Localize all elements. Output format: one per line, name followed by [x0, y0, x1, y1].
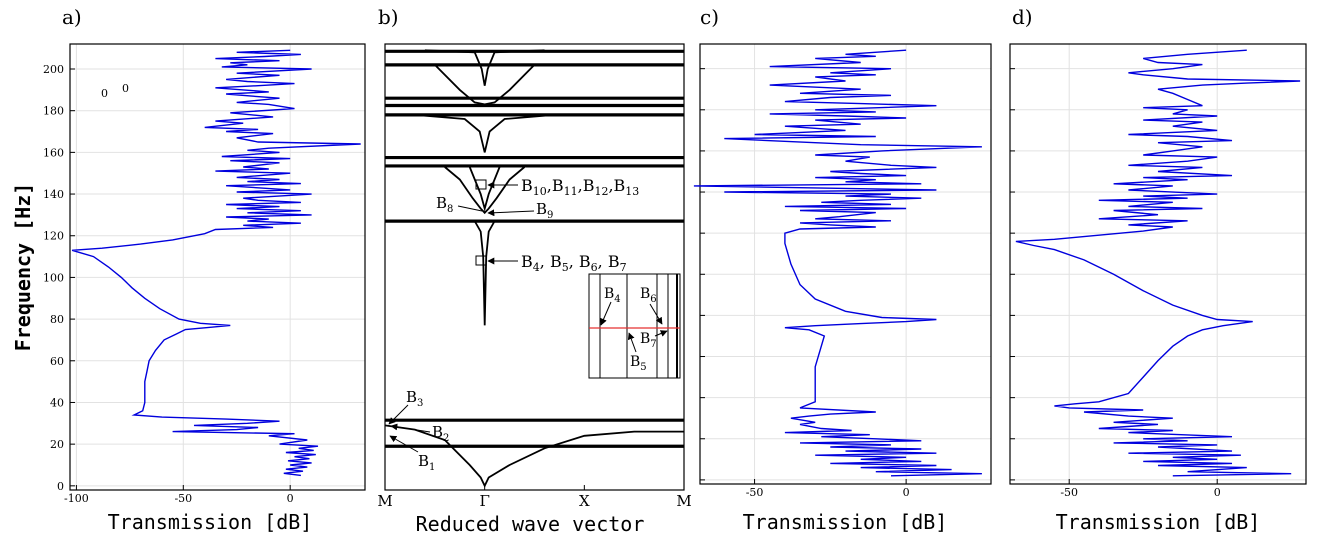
inset-label-b5: B5 [630, 354, 647, 373]
panel-a-ylabel: Frequency [Hz] [11, 183, 35, 352]
inset-label-b7: B7 [640, 331, 657, 350]
label-b10-b13: B10,B11,B12,B13 [521, 176, 639, 198]
inset-frame [588, 273, 681, 379]
label-b1: B1 [418, 452, 435, 473]
y-tick-label: 180 [43, 105, 64, 118]
label-b4-b7: B4, B5, B6, B7 [521, 252, 627, 274]
panel-a-stray-mark-2: 0 [122, 82, 129, 95]
panel-c-grid [700, 44, 991, 484]
arrow-b2 [390, 423, 431, 433]
panel-d-xlabel: Transmission [dB] [1056, 510, 1261, 534]
label-b2: B2 [432, 423, 449, 444]
panel-c: c) -50 0 Transmission [dB] [693, 5, 992, 534]
panel-b-xlabel: Reduced wave vector [416, 512, 645, 536]
panel-a-series-line [71, 49, 361, 477]
x-tick-label: -50 [746, 486, 764, 499]
arrow-b1 [389, 435, 419, 453]
x-tick-label: -100 [64, 492, 89, 505]
dispersive-band [414, 114, 555, 153]
panel-d-frame [1009, 43, 1307, 485]
y-tick-label: 80 [50, 313, 64, 326]
inset-arrow-b4 [600, 301, 612, 326]
inset-arrow-b7 [654, 330, 668, 337]
panel-b-frame [384, 43, 685, 491]
marker-b4-b7 [475, 255, 487, 266]
panel-c-frame [699, 43, 992, 485]
y-tick-label: 120 [43, 230, 64, 243]
panel-d-label: d) [1012, 5, 1033, 29]
panel-c-xlabel: Transmission [dB] [743, 510, 948, 534]
x-tick-label: -50 [174, 492, 192, 505]
x-tick-label: Γ [479, 492, 489, 510]
x-tick-label: 0 [1214, 486, 1221, 499]
x-tick-label: -50 [1060, 486, 1078, 499]
y-tick-label: 40 [50, 396, 64, 409]
panel-c-ticks: -50 0 [700, 68, 910, 499]
panel-b: b) M Γ X M B10,B11,B12,B13 B8 B9 B4, B5, B6… [377, 5, 691, 536]
dispersive-band [384, 424, 684, 488]
inset-label-b4: B4 [604, 286, 621, 305]
dispersive-band [424, 49, 545, 86]
panel-c-series-line [693, 49, 982, 477]
x-tick-label: M [676, 492, 691, 510]
panel-a-frame [69, 43, 366, 491]
arrow-b8 [457, 205, 483, 212]
dispersive-band [385, 220, 684, 326]
arrow-b9 [487, 209, 535, 217]
y-tick-label: 100 [43, 271, 64, 284]
panel-b-label: b) [378, 5, 399, 29]
x-tick-label: 0 [903, 486, 910, 499]
x-tick-label: 0 [287, 492, 294, 505]
panel-a-ticks: -100 -50 0 0 20 40 60 80 100 120 140 160 180 200 [43, 63, 294, 505]
panel-b-bands [384, 49, 684, 488]
panel-c-label: c) [700, 5, 719, 29]
inset-arrow-b5 [627, 332, 637, 353]
y-tick-label: 0 [57, 480, 64, 493]
panel-a-xlabel: Transmission [dB] [108, 510, 313, 534]
y-tick-label: 200 [43, 63, 64, 76]
dispersive-band [434, 64, 536, 106]
label-b3: B3 [406, 388, 423, 409]
inset: B4 B6 B7 B5 [588, 273, 681, 379]
dispersive-band [468, 166, 501, 212]
inset-label-b6: B6 [640, 286, 657, 305]
label-b8: B8 [436, 194, 453, 215]
panel-a-stray-mark-1: 0 [101, 87, 108, 100]
y-tick-label: 60 [50, 355, 64, 368]
panel-a-grid [70, 44, 365, 490]
dispersive-band [444, 166, 526, 215]
marker-b10-b13 [475, 179, 487, 190]
arrow-b3 [388, 404, 409, 425]
y-tick-label: 20 [50, 438, 64, 451]
panel-a-label: a) [62, 5, 82, 29]
panel-d-series-line [1015, 49, 1301, 477]
y-tick-label: 160 [43, 146, 64, 159]
panel-d-ticks: -50 0 [1010, 68, 1221, 499]
x-tick-label: M [377, 492, 392, 510]
label-b9: B9 [536, 200, 553, 221]
panel-d: d) -50 0 Transmission [dB] [1009, 5, 1307, 534]
panel-a: a) -100 -50 0 0 20 40 60 80 100 120 140 160 180 200 0… [11, 5, 366, 534]
y-tick-label: 140 [43, 188, 64, 201]
inset-arrow-b6 [649, 303, 663, 325]
x-tick-label: X [579, 492, 590, 510]
